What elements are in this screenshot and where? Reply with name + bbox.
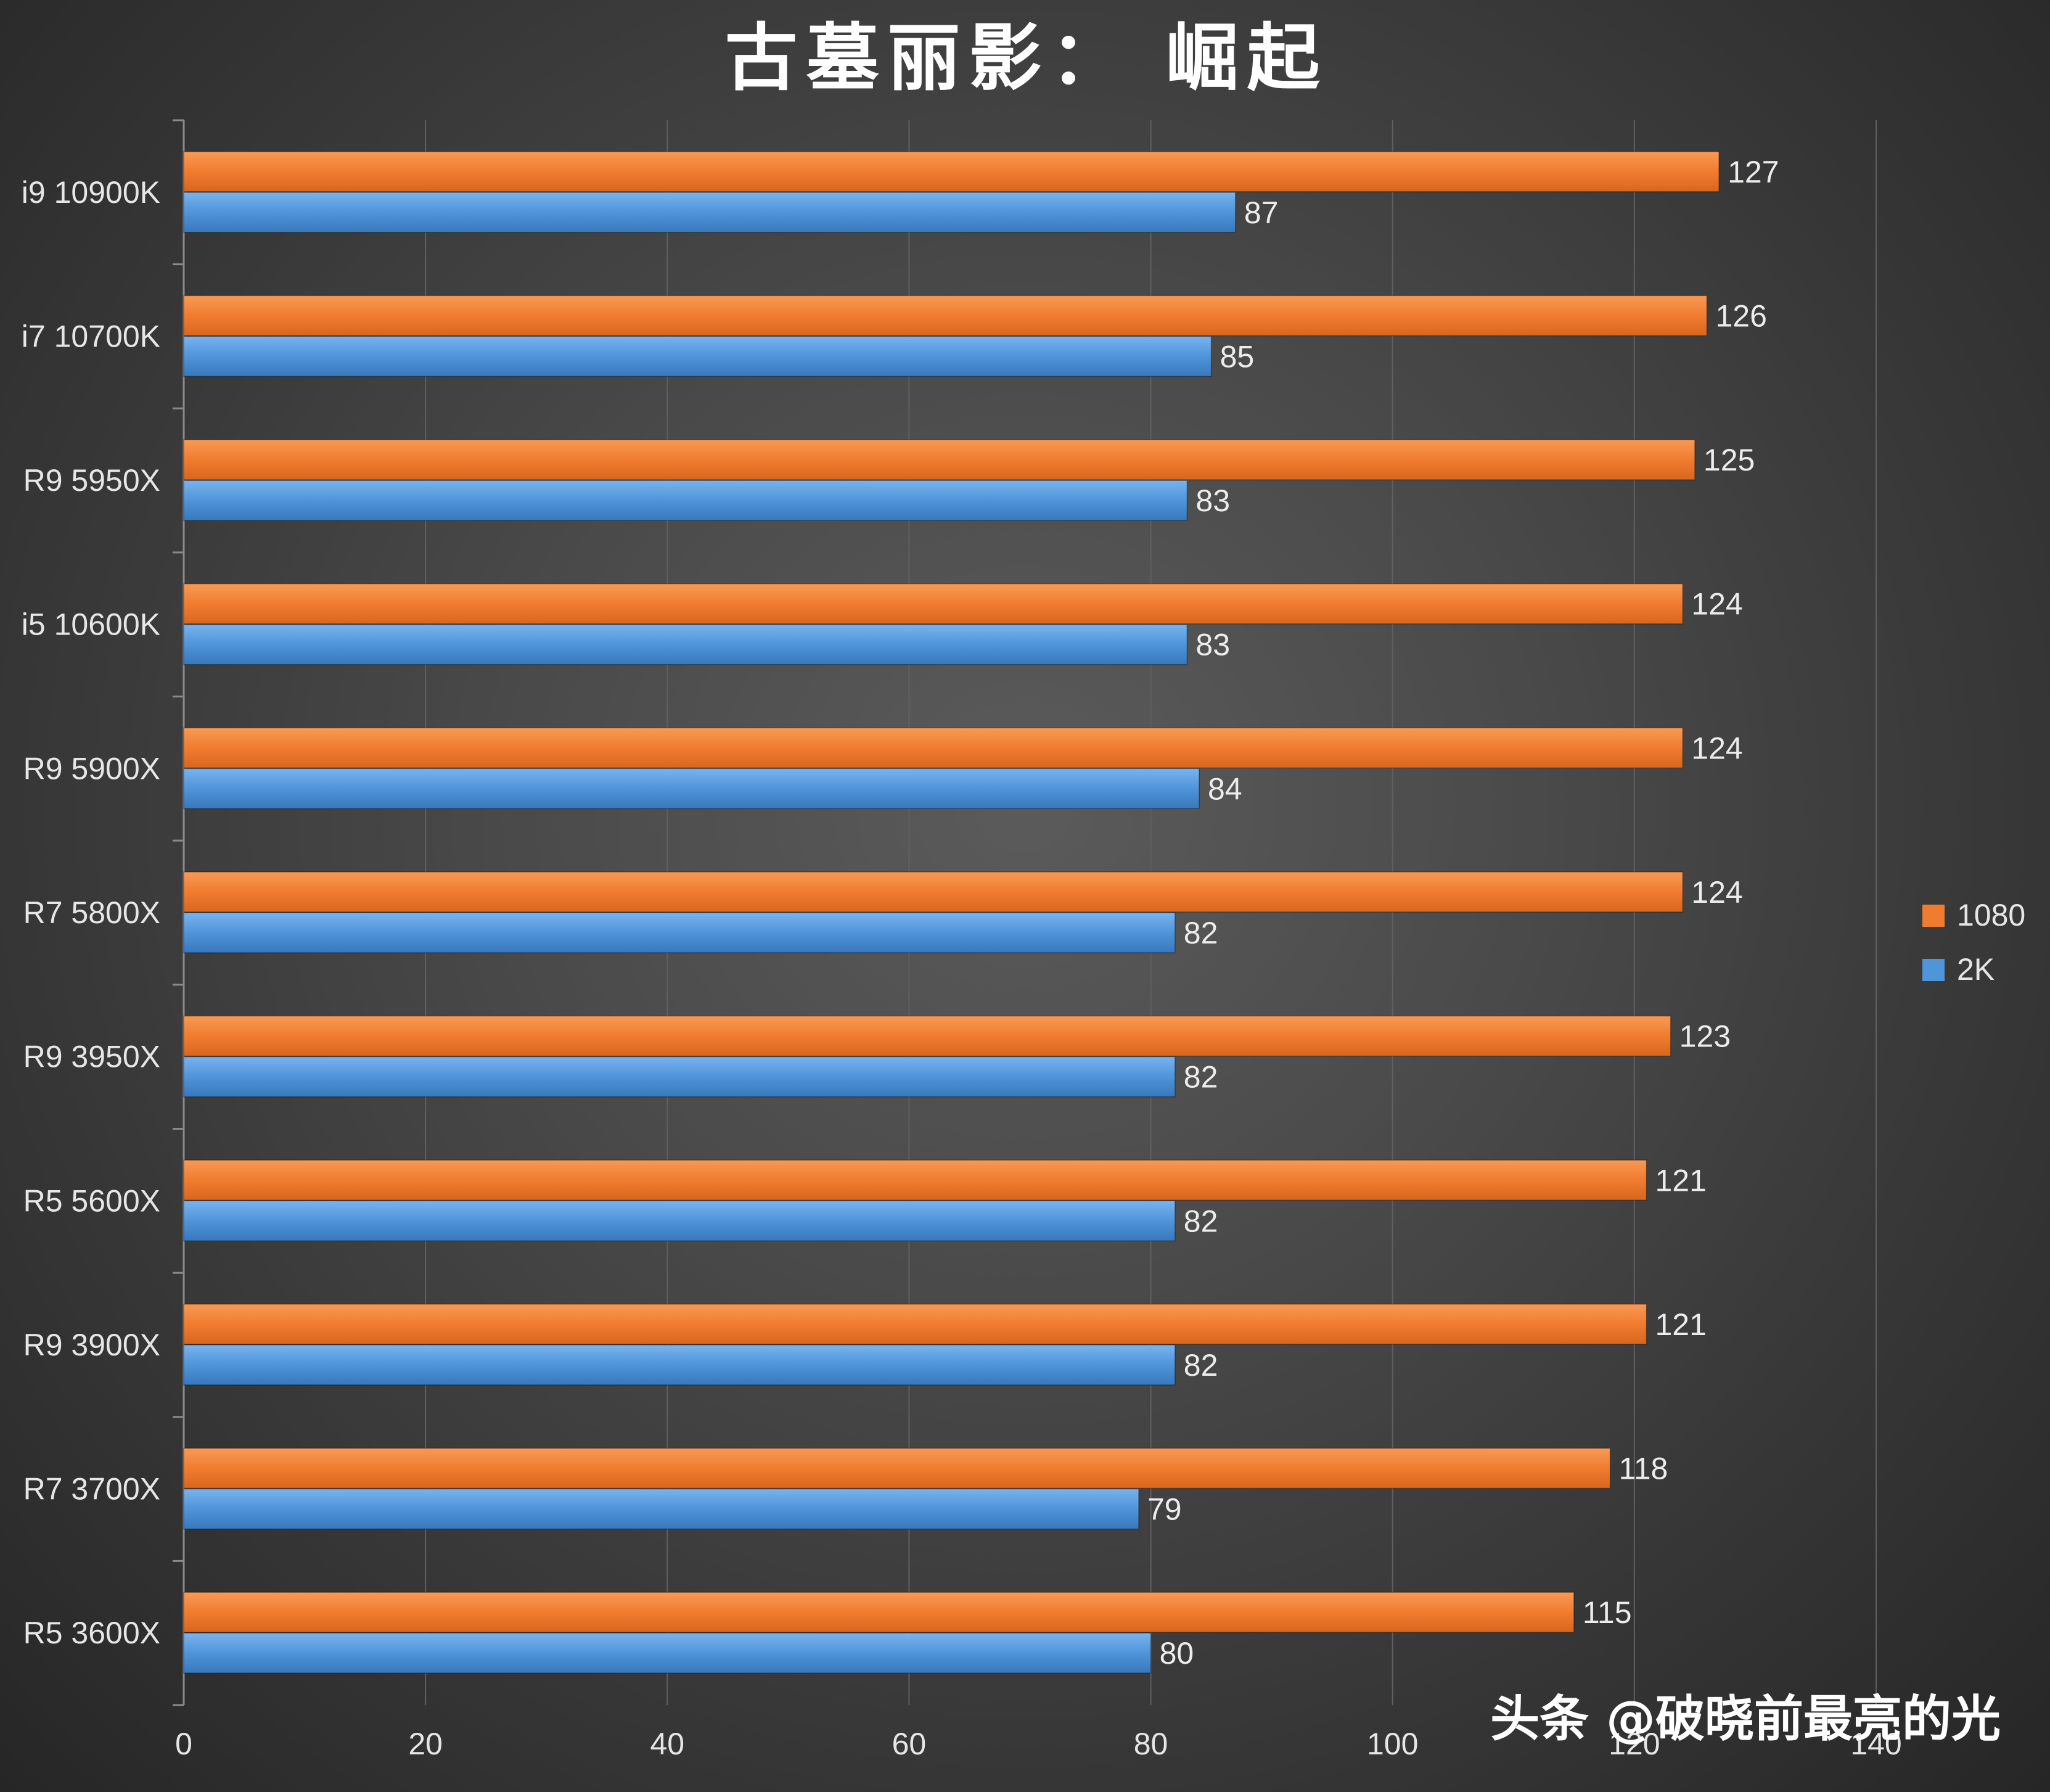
- data-label: 121: [1655, 1163, 1706, 1198]
- data-label: 118: [1619, 1452, 1668, 1486]
- bar-series2: [183, 335, 1212, 377]
- category-label: R9 3950X: [23, 1040, 160, 1074]
- data-label: 82: [1184, 1348, 1218, 1383]
- bar-series1: [183, 1159, 1647, 1201]
- legend-swatch: [1922, 905, 1945, 927]
- chart-title: 古墓丽影： 崛起: [724, 15, 1328, 101]
- bar-series1: [183, 871, 1684, 913]
- data-label: 124: [1691, 875, 1742, 910]
- bar-series1: [183, 295, 1708, 337]
- category-label: R9 5950X: [23, 463, 160, 498]
- bar-series1: [183, 583, 1684, 625]
- bar-series1: [183, 439, 1695, 480]
- x-tick-label: 140: [1850, 1727, 1901, 1761]
- watermark: 头条 @破晓前最亮的光: [1490, 1690, 2001, 1748]
- data-label: 126: [1716, 298, 1767, 333]
- bar-series2: [183, 1488, 1139, 1530]
- legend-label: 1080: [1957, 898, 2025, 932]
- category-label: R7 5800X: [23, 895, 160, 930]
- x-tick-label: 60: [892, 1727, 927, 1761]
- bar-series2: [183, 1056, 1176, 1098]
- bar-series2: [183, 192, 1236, 233]
- category-label: R9 3900X: [23, 1328, 160, 1362]
- data-label: 124: [1691, 587, 1742, 622]
- category-label: i7 10700K: [22, 319, 160, 353]
- category-label: R5 3600X: [23, 1616, 160, 1650]
- x-tick-label: 80: [1134, 1727, 1168, 1761]
- legend-label: 2K: [1957, 952, 1995, 987]
- data-label: 83: [1195, 483, 1230, 518]
- x-tick-labels: 0 20 40 60 80 100 120 140: [175, 1727, 1902, 1761]
- bar-series2: [183, 623, 1188, 665]
- bar-series2: [183, 912, 1176, 953]
- x-tick-label: 40: [650, 1727, 684, 1761]
- bar-series1: [183, 1447, 1611, 1489]
- data-label: 80: [1160, 1636, 1194, 1671]
- category-label: i5 10600K: [22, 607, 160, 642]
- data-label: 121: [1655, 1307, 1706, 1342]
- data-label: 123: [1679, 1019, 1731, 1054]
- bar-series2: [183, 480, 1188, 521]
- data-label: 84: [1208, 771, 1242, 806]
- data-label: 115: [1583, 1595, 1632, 1630]
- data-label: 124: [1691, 731, 1742, 765]
- data-label: 79: [1147, 1492, 1182, 1527]
- bar-series2: [183, 1632, 1152, 1674]
- bar-series1: [183, 1015, 1671, 1057]
- category-label: R9 5900X: [23, 751, 160, 786]
- bars: 127 87 126 85 125 83 124 83 124 84 124 82 123 82 121 82…: [183, 151, 1779, 1674]
- category-label: R7 3700X: [23, 1472, 160, 1506]
- x-tick-label: 100: [1367, 1727, 1418, 1761]
- bar-series1: [183, 1592, 1575, 1633]
- bar-series1: [183, 727, 1684, 769]
- x-tick-label: 20: [408, 1727, 443, 1761]
- x-tick-label: 120: [1609, 1727, 1660, 1761]
- data-label: 83: [1195, 628, 1230, 662]
- data-label: 87: [1244, 195, 1279, 230]
- legend-swatch: [1922, 959, 1945, 981]
- category-labels: i9 10900K i7 10700K R9 5950X i5 10600K R9 59…: [22, 175, 160, 1650]
- bar-series2: [183, 1200, 1176, 1242]
- data-label: 82: [1184, 916, 1218, 950]
- data-label: 125: [1704, 443, 1755, 477]
- axes: [173, 119, 185, 1706]
- category-label: R5 5600X: [23, 1183, 160, 1218]
- bar-series1: [183, 151, 1720, 192]
- data-label: 127: [1728, 155, 1779, 189]
- bar-series2: [183, 1344, 1176, 1386]
- legend: 1080 2K: [1922, 898, 2025, 987]
- data-label: 82: [1184, 1204, 1218, 1238]
- category-label: i9 10900K: [22, 175, 160, 210]
- data-label: 82: [1184, 1060, 1218, 1095]
- bar-series1: [183, 1304, 1647, 1345]
- data-label: 85: [1220, 339, 1255, 374]
- x-tick-label: 0: [175, 1727, 192, 1761]
- bar-series2: [183, 768, 1200, 810]
